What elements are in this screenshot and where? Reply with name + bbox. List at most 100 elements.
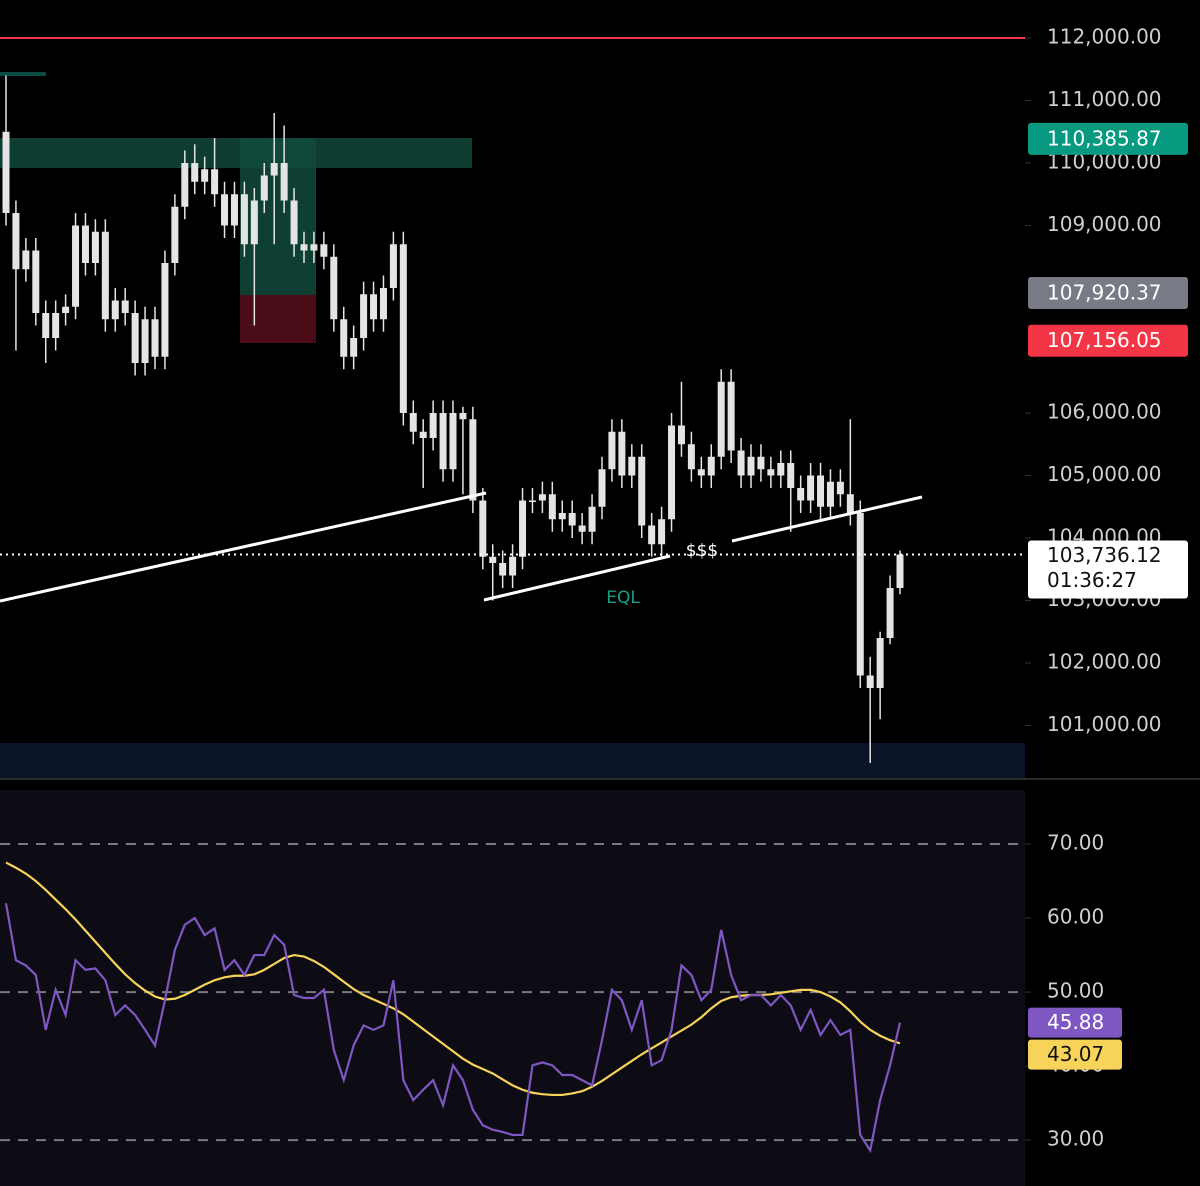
y-tick-label: 102,000.00: [1047, 650, 1162, 674]
last-price-label: 103,736.12: [1047, 543, 1162, 567]
candle-body: [648, 525, 656, 545]
candle-body: [141, 319, 149, 363]
candle-body: [538, 494, 546, 501]
trend-line: [731, 495, 923, 543]
price-badge-label: 110,385.87: [1047, 126, 1162, 150]
candle-body: [459, 413, 467, 420]
supply-zone: [0, 138, 472, 168]
candle-body: [151, 319, 159, 357]
candle-body: [797, 488, 805, 501]
y-tick-label: 101,000.00: [1047, 712, 1162, 736]
candle-body: [211, 169, 219, 195]
candle-body: [32, 250, 40, 313]
candle-body: [52, 313, 60, 338]
candle-body: [111, 300, 119, 320]
candle-body: [717, 381, 725, 457]
candle-body: [608, 431, 616, 470]
price-badge: [1028, 324, 1188, 357]
candle-body: [568, 513, 576, 526]
candle-body: [777, 463, 785, 476]
candle-body: [519, 500, 527, 557]
candle-body: [221, 194, 229, 226]
candle-body: [469, 419, 477, 501]
candle-body: [201, 169, 209, 182]
candle-body: [548, 494, 556, 520]
position-loss: [240, 295, 316, 343]
candle-body: [886, 588, 894, 638]
candle-body: [290, 200, 298, 245]
candle-body: [101, 231, 109, 320]
candle-body: [866, 675, 874, 688]
rsi-panel: [0, 790, 1025, 1186]
demand-zone: [0, 743, 1025, 778]
rsi-line: [4, 903, 902, 1154]
candle-body: [260, 175, 268, 201]
candle-body: [12, 213, 20, 270]
candle-body: [856, 513, 864, 676]
candle-body: [270, 163, 278, 176]
y-tick-label: 112,000.00: [1047, 25, 1162, 49]
candle-body: [370, 294, 378, 320]
annotation: EQL: [606, 588, 640, 608]
candle-body: [677, 425, 685, 445]
candle-body: [310, 244, 318, 251]
candle-body: [687, 444, 695, 470]
candle-body: [320, 244, 328, 257]
candle-body: [62, 306, 70, 313]
candle-body: [807, 475, 815, 501]
price-badge-label: 107,920.37: [1047, 280, 1162, 304]
candle-body: [72, 225, 80, 307]
candle-body: [727, 381, 735, 451]
candle-body: [171, 206, 179, 263]
candle-body: [191, 163, 199, 182]
candle-body: [737, 450, 745, 476]
value-badge-label: 45.88: [1047, 1010, 1104, 1034]
candle-body: [121, 300, 129, 313]
candle-body: [707, 456, 715, 476]
countdown: 01:36:27: [1047, 568, 1137, 592]
candle-body: [757, 456, 765, 470]
price-badge: [1028, 122, 1188, 155]
last-price-badge: [1028, 540, 1188, 599]
candle-body: [330, 256, 338, 320]
candle-body: [668, 425, 676, 520]
candle-body: [628, 456, 636, 476]
candle-body: [181, 163, 189, 207]
candle-body: [588, 506, 596, 532]
candle-body: [360, 294, 368, 338]
candle-body: [846, 494, 854, 513]
candle-body: [131, 313, 139, 363]
candle-body: [240, 194, 248, 245]
price-badge-label: 107,156.05: [1047, 328, 1162, 352]
candle-body: [81, 225, 89, 263]
candle-body: [419, 431, 427, 438]
candle-body: [489, 556, 497, 563]
y-tick-label: 70.00: [1047, 831, 1104, 855]
trend-line: [0, 491, 487, 603]
y-tick-label: 30.00: [1047, 1127, 1104, 1151]
candle-body: [876, 638, 884, 688]
candle-body: [896, 554, 904, 588]
candle-body: [767, 469, 775, 476]
candle-body: [389, 244, 397, 288]
candle-body: [91, 231, 99, 263]
candle-body: [22, 250, 30, 270]
y-tick-label: 60.00: [1047, 905, 1104, 929]
candle-body: [658, 519, 666, 545]
candle-body: [479, 500, 487, 557]
candle-body: [340, 319, 348, 357]
candle-body: [618, 431, 626, 476]
y-tick-label: 105,000.00: [1047, 462, 1162, 486]
candle-body: [509, 556, 517, 576]
candle-body: [499, 563, 507, 576]
value-badge-label: 43.07: [1047, 1042, 1104, 1066]
candle-body: [558, 513, 566, 520]
price-badge: [1028, 276, 1188, 309]
candle-body: [42, 313, 50, 338]
y-tick-label: 111,000.00: [1047, 87, 1162, 111]
candle-body: [429, 413, 437, 438]
candle-body: [399, 244, 407, 413]
candle-body: [598, 469, 606, 507]
candle-body: [161, 263, 169, 357]
candle-body: [409, 413, 417, 432]
